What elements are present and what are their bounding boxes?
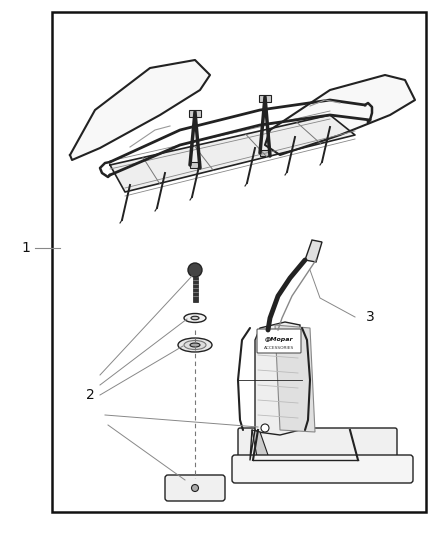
Ellipse shape — [191, 316, 199, 320]
Polygon shape — [275, 325, 315, 432]
Bar — [52, 12, 426, 512]
Ellipse shape — [190, 343, 200, 347]
Bar — [192, 277, 198, 302]
Bar — [260, 150, 270, 156]
Bar — [259, 95, 271, 102]
Circle shape — [191, 484, 198, 491]
Bar — [189, 110, 201, 117]
FancyBboxPatch shape — [165, 475, 225, 501]
FancyBboxPatch shape — [238, 428, 397, 460]
FancyBboxPatch shape — [257, 329, 301, 353]
Circle shape — [188, 263, 202, 277]
Polygon shape — [252, 430, 268, 462]
Polygon shape — [305, 240, 322, 262]
FancyBboxPatch shape — [232, 455, 413, 483]
Text: 1: 1 — [21, 241, 30, 255]
Ellipse shape — [184, 313, 206, 322]
Text: ACCESSORIES: ACCESSORIES — [264, 346, 294, 350]
Polygon shape — [70, 60, 210, 160]
Text: 3: 3 — [366, 310, 374, 324]
Ellipse shape — [178, 338, 212, 352]
Polygon shape — [255, 322, 300, 435]
Ellipse shape — [184, 341, 206, 350]
Text: @Mopar: @Mopar — [265, 337, 293, 343]
Text: 2: 2 — [85, 388, 94, 402]
Bar — [190, 162, 200, 168]
Circle shape — [261, 424, 269, 432]
Polygon shape — [110, 115, 355, 192]
Polygon shape — [265, 75, 415, 155]
